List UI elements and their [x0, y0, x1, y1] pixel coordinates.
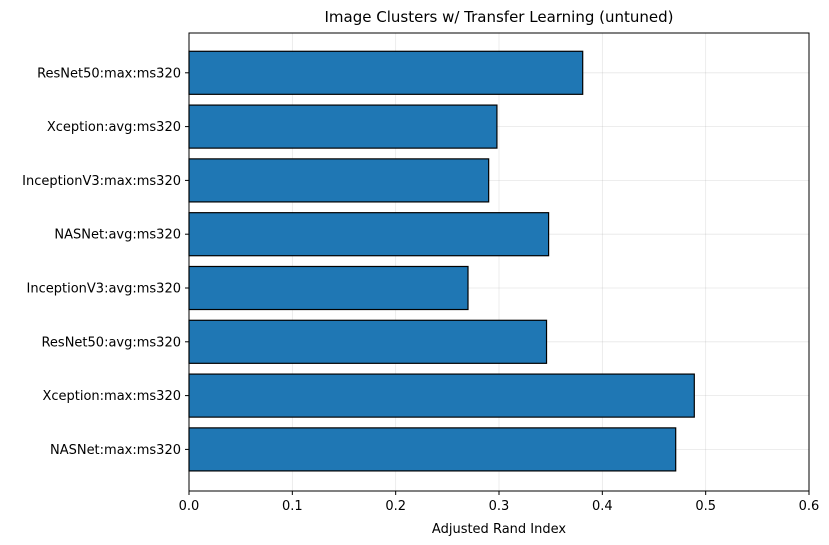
- y-tick-label: Xception:avg:ms320: [47, 120, 181, 135]
- chart-title: Image Clusters w/ Transfer Learning (unt…: [325, 8, 674, 26]
- bar: [188, 212, 550, 257]
- bar: [188, 319, 548, 364]
- bar: [188, 373, 695, 418]
- x-tick-label: 0.0: [179, 499, 200, 514]
- bars: [188, 50, 695, 472]
- bar: [188, 158, 490, 203]
- bar: [188, 50, 584, 95]
- x-tick-label: 0.6: [799, 499, 820, 514]
- y-tick-label: ResNet50:avg:ms320: [41, 335, 181, 350]
- bar: [188, 265, 469, 311]
- x-tick-label: 0.2: [385, 499, 406, 514]
- y-axis-ticks: ResNet50:max:ms320 Xception:avg:ms320 Ince…: [22, 66, 189, 458]
- y-tick-label: NASNet:max:ms320: [50, 443, 181, 458]
- x-axis-ticks: 0.0 0.1 0.2 0.3 0.4 0.5 0.6: [179, 491, 820, 514]
- bar: [188, 104, 498, 149]
- x-axis-label: Adjusted Rand Index: [432, 522, 566, 537]
- y-tick-label: InceptionV3:avg:ms320: [27, 282, 181, 297]
- y-tick-label: InceptionV3:max:ms320: [22, 174, 181, 189]
- y-tick-label: NASNet:avg:ms320: [54, 228, 181, 243]
- x-tick-label: 0.3: [489, 499, 510, 514]
- x-tick-label: 0.4: [592, 499, 613, 514]
- x-tick-label: 0.5: [695, 499, 716, 514]
- y-tick-label: ResNet50:max:ms320: [37, 66, 181, 81]
- bar: [188, 427, 677, 472]
- grid: [188, 33, 810, 491]
- x-tick-label: 0.1: [282, 499, 303, 514]
- y-tick-label: Xception:max:ms320: [42, 389, 181, 404]
